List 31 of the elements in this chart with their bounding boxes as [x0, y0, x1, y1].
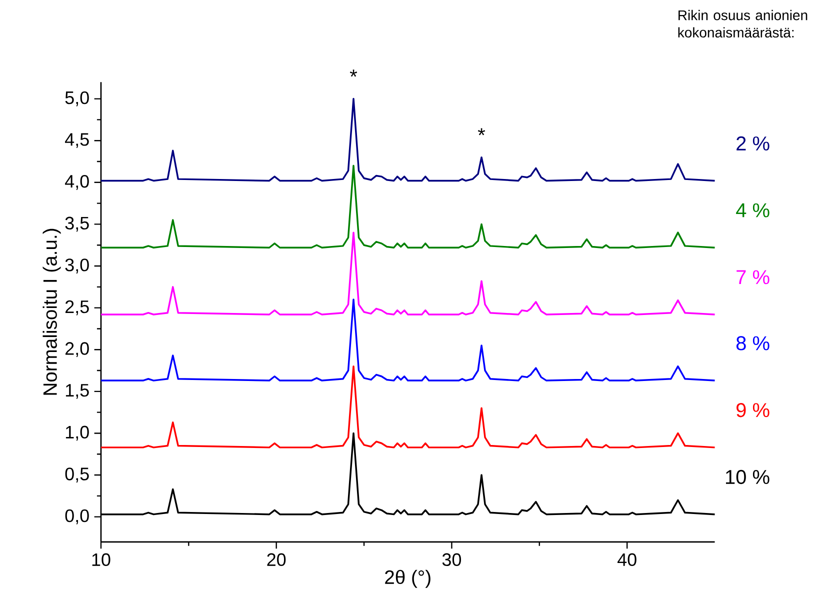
y-tick-label: 3,5: [65, 216, 89, 232]
annotation: *: [478, 128, 486, 136]
line-series: [100, 298, 716, 382]
line-series: [100, 98, 716, 182]
x-tick-label: 20: [267, 553, 286, 566]
y-tick-label: 2,0: [65, 342, 89, 357]
y-axis-title: Normalisoitu I (a.u.): [42, 228, 61, 395]
y-tick-label: 0,5: [65, 467, 89, 482]
y-tick-label: 0,0: [65, 509, 89, 524]
y-tick-label: 3,0: [65, 258, 89, 274]
series-label: 7 %: [736, 270, 770, 284]
y-tick-label: 4,0: [65, 174, 89, 190]
series-label: 10 %: [726, 470, 770, 484]
line-series: [100, 164, 716, 248]
line-series: [100, 365, 716, 448]
series-label: 8 %: [736, 336, 770, 350]
x-tick-label: 10: [92, 553, 110, 566]
y-tick-label: 1,5: [66, 384, 89, 399]
y-tick-label: 2,5: [65, 300, 89, 316]
x-axis-title: 2θ (°): [385, 570, 430, 588]
series-label: 2 %: [736, 136, 770, 150]
x-tick-label: 30: [442, 553, 462, 566]
line-series: [100, 232, 716, 316]
series-label: 4 %: [736, 203, 770, 218]
legend-title: Rikin osuus anionien kokonaismäärästä:: [678, 10, 808, 38]
x-tick-label: 40: [617, 553, 636, 566]
y-tick-label: 1,0: [66, 426, 89, 441]
annotation: *: [350, 70, 358, 77]
y-tick-label: 4,5: [65, 133, 89, 148]
series-label: 9 %: [736, 402, 770, 418]
y-tick-label: 5,0: [65, 91, 89, 106]
